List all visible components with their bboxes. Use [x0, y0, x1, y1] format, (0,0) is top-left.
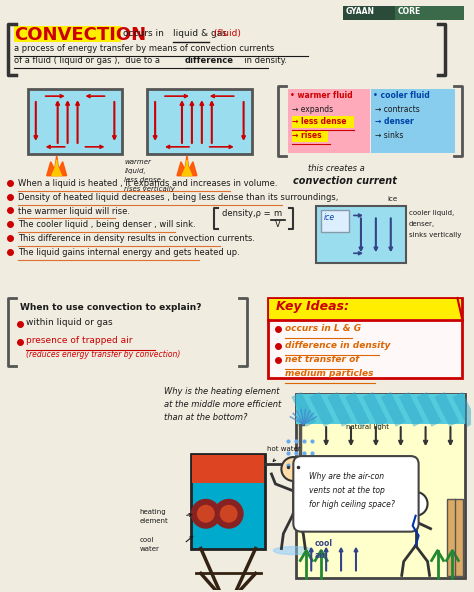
FancyBboxPatch shape	[288, 89, 370, 153]
Text: Why are the air-con: Why are the air-con	[309, 472, 384, 481]
FancyBboxPatch shape	[371, 89, 456, 153]
Text: less dense: less dense	[124, 176, 161, 183]
Text: → denser: → denser	[375, 117, 414, 126]
Circle shape	[220, 505, 237, 523]
Text: → sinks: → sinks	[375, 131, 403, 140]
Text: Density of heated liquid decreases , being less dense than its surroundings,: Density of heated liquid decreases , bei…	[18, 192, 338, 202]
Text: density,ρ =: density,ρ =	[222, 210, 273, 218]
Text: The liquid gains internal energy and gets heated up.: The liquid gains internal energy and get…	[18, 248, 240, 258]
Text: rises vertically: rises vertically	[124, 186, 175, 192]
Text: within liquid or gas: within liquid or gas	[26, 318, 112, 327]
Text: • warmer fluid: • warmer fluid	[291, 91, 353, 100]
Text: element: element	[139, 518, 168, 524]
FancyBboxPatch shape	[268, 298, 462, 378]
Polygon shape	[47, 156, 67, 176]
Text: net transfer of: net transfer of	[285, 355, 359, 363]
Circle shape	[215, 500, 243, 527]
Text: m: m	[273, 210, 282, 218]
Circle shape	[404, 492, 428, 516]
FancyBboxPatch shape	[192, 455, 264, 483]
Text: cooler liquid,: cooler liquid,	[409, 211, 454, 217]
Text: occurs in: occurs in	[123, 28, 167, 37]
Circle shape	[192, 500, 220, 527]
Text: The cooler liquid , being denser , will sink.: The cooler liquid , being denser , will …	[18, 220, 195, 230]
Polygon shape	[177, 156, 197, 176]
Text: water: water	[139, 546, 159, 552]
Circle shape	[398, 484, 404, 490]
Polygon shape	[52, 160, 62, 176]
Text: difference: difference	[185, 56, 234, 65]
Text: → expands: → expands	[292, 105, 334, 114]
Text: natural light: natural light	[346, 424, 389, 430]
Text: When to use convection to explain?: When to use convection to explain?	[20, 303, 201, 312]
Text: a process of energy transfer by means of convection currents: a process of energy transfer by means of…	[14, 44, 274, 53]
Text: at the middle more efficient: at the middle more efficient	[164, 400, 281, 410]
Text: ice: ice	[324, 214, 335, 223]
Polygon shape	[182, 160, 192, 176]
Text: V: V	[275, 220, 281, 230]
FancyBboxPatch shape	[447, 499, 464, 577]
Text: CORE: CORE	[398, 7, 421, 15]
Text: denser,: denser,	[409, 221, 435, 227]
Circle shape	[197, 505, 215, 523]
Text: vents not at the top: vents not at the top	[309, 486, 385, 495]
Text: liquid,: liquid,	[124, 168, 146, 173]
Text: CONVECTION: CONVECTION	[14, 25, 146, 44]
Text: of a fluid ( liquid or gas ),  due to a: of a fluid ( liquid or gas ), due to a	[14, 56, 165, 65]
Text: than at the bottom?: than at the bottom?	[164, 413, 247, 422]
Text: Key Ideas:: Key Ideas:	[276, 300, 349, 313]
Text: (reduces energy transfer by convection): (reduces energy transfer by convection)	[26, 350, 180, 359]
Text: → less dense: → less dense	[292, 117, 347, 126]
Circle shape	[409, 477, 413, 481]
Text: cool: cool	[314, 539, 332, 548]
Text: Why is the heating element: Why is the heating element	[164, 388, 280, 397]
Ellipse shape	[273, 546, 313, 555]
Text: occurs in L & G: occurs in L & G	[285, 324, 362, 333]
FancyBboxPatch shape	[293, 456, 419, 532]
Text: → contracts: → contracts	[375, 105, 419, 114]
Text: → rises: → rises	[292, 131, 322, 140]
FancyBboxPatch shape	[292, 130, 328, 142]
FancyBboxPatch shape	[395, 6, 465, 20]
FancyBboxPatch shape	[343, 6, 395, 20]
Text: • cooler fluid: • cooler fluid	[373, 91, 429, 100]
FancyBboxPatch shape	[375, 117, 429, 129]
FancyBboxPatch shape	[292, 116, 354, 128]
Circle shape	[282, 457, 305, 481]
Text: convection current: convection current	[293, 176, 397, 186]
Text: in density.: in density.	[238, 56, 287, 65]
Text: sinks vertically: sinks vertically	[409, 233, 461, 239]
Text: This difference in density results in convection currents.: This difference in density results in co…	[18, 234, 255, 243]
Text: presence of trapped air: presence of trapped air	[26, 336, 132, 345]
Text: warmer: warmer	[124, 159, 151, 165]
Text: (fluid): (fluid)	[211, 28, 241, 37]
FancyBboxPatch shape	[321, 211, 349, 233]
Text: liquid & gas: liquid & gas	[173, 28, 227, 37]
Text: for high ceiling space?: for high ceiling space?	[309, 500, 395, 509]
Text: medium particles: medium particles	[285, 369, 374, 378]
Text: When a liquid is heated , it expands and increases in volume.: When a liquid is heated , it expands and…	[18, 179, 277, 188]
FancyBboxPatch shape	[296, 394, 465, 424]
FancyBboxPatch shape	[316, 205, 406, 263]
Text: hot water: hot water	[267, 446, 301, 452]
Text: air: air	[314, 551, 326, 559]
Text: GYAAN: GYAAN	[346, 7, 375, 15]
FancyBboxPatch shape	[14, 25, 121, 43]
FancyBboxPatch shape	[28, 89, 122, 154]
Text: the warmer liquid will rise.: the warmer liquid will rise.	[18, 207, 130, 215]
Text: cool: cool	[139, 536, 154, 543]
FancyBboxPatch shape	[191, 454, 265, 549]
Text: difference in density: difference in density	[285, 341, 391, 350]
Text: heating: heating	[139, 509, 166, 515]
Circle shape	[387, 490, 395, 498]
Text: this creates a: this creates a	[308, 164, 365, 173]
FancyBboxPatch shape	[147, 89, 252, 154]
FancyBboxPatch shape	[296, 394, 465, 578]
Text: ice: ice	[388, 195, 398, 201]
FancyBboxPatch shape	[269, 299, 461, 319]
